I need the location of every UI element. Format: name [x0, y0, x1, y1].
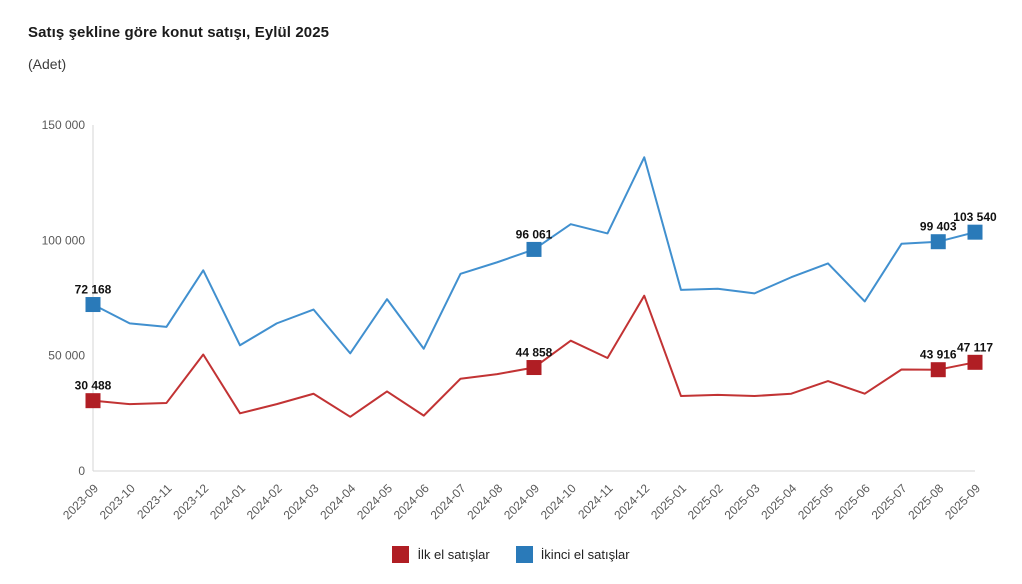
x-tick-label: 2025-09 [942, 481, 983, 522]
data-point-label: 72 168 [75, 283, 112, 297]
x-tick-label: 2025-04 [758, 481, 799, 522]
x-tick-label: 2023-09 [60, 481, 101, 522]
y-tick-label: 150 000 [42, 118, 86, 132]
x-tick-label: 2023-11 [134, 481, 175, 522]
x-tick-label: 2024-08 [464, 481, 505, 522]
data-point-marker [85, 393, 101, 409]
x-tick-label: 2025-08 [905, 481, 946, 522]
data-point-label: 47 117 [957, 340, 993, 354]
y-tick-label: 0 [78, 464, 85, 478]
x-tick-label: 2025-02 [685, 481, 726, 522]
x-tick-label: 2025-07 [869, 481, 910, 522]
x-tick-label: 2024-02 [244, 481, 285, 522]
x-tick-label: 2024-01 [207, 481, 248, 522]
legend-label-ikinci-el: İkinci el satışlar [540, 547, 630, 562]
x-tick-label: 2024-11 [575, 481, 616, 522]
legend-label-ilk-el: İlk el satışlar [417, 547, 490, 562]
legend: İlk el satışlar İkinci el satışlar [0, 546, 1022, 563]
x-tick-label: 2025-05 [795, 481, 836, 522]
legend-swatch-ilk-el-icon [392, 546, 410, 563]
y-tick-label: 100 000 [42, 233, 86, 247]
data-point-marker [85, 297, 101, 313]
chart-subtitle: (Adet) [28, 56, 67, 72]
x-tick-label: 2024-07 [428, 481, 469, 522]
x-tick-label: 2024-05 [354, 481, 395, 522]
data-point-marker [930, 362, 946, 378]
x-tick-label: 2024-06 [391, 481, 432, 522]
x-tick-label: 2024-04 [317, 481, 358, 522]
data-point-label: 99 403 [920, 220, 957, 234]
data-point-marker [930, 234, 946, 250]
data-point-label: 43 916 [920, 348, 957, 362]
data-point-label: 30 488 [75, 379, 112, 393]
data-point-marker [526, 360, 542, 376]
data-point-marker [967, 224, 983, 240]
data-point-marker [526, 241, 542, 257]
x-tick-label: 2025-03 [722, 481, 763, 522]
legend-item-ikinci-el-satislar[interactable]: İkinci el satışlar [515, 546, 630, 563]
legend-swatch-ikinci-el-icon [515, 546, 533, 563]
x-tick-label: 2023-12 [170, 481, 211, 522]
x-tick-label: 2024-12 [611, 481, 652, 522]
data-point-label: 96 061 [516, 227, 553, 241]
legend-item-ilk-el-satislar[interactable]: İlk el satışlar [392, 546, 490, 563]
x-tick-label: 2025-01 [648, 481, 689, 522]
x-tick-label: 2024-09 [501, 481, 542, 522]
x-tick-label: 2024-03 [281, 481, 322, 522]
chart-title: Satış şekline göre konut satışı, Eylül 2… [28, 24, 330, 41]
x-tick-label: 2025-06 [832, 481, 873, 522]
y-tick-label: 50 000 [48, 349, 85, 363]
x-tick-label: 2024-10 [538, 481, 579, 522]
data-point-label: 103 540 [953, 210, 997, 224]
data-point-marker [967, 354, 983, 370]
x-tick-label: 2023-10 [97, 481, 138, 522]
data-point-label: 44 858 [516, 346, 553, 360]
